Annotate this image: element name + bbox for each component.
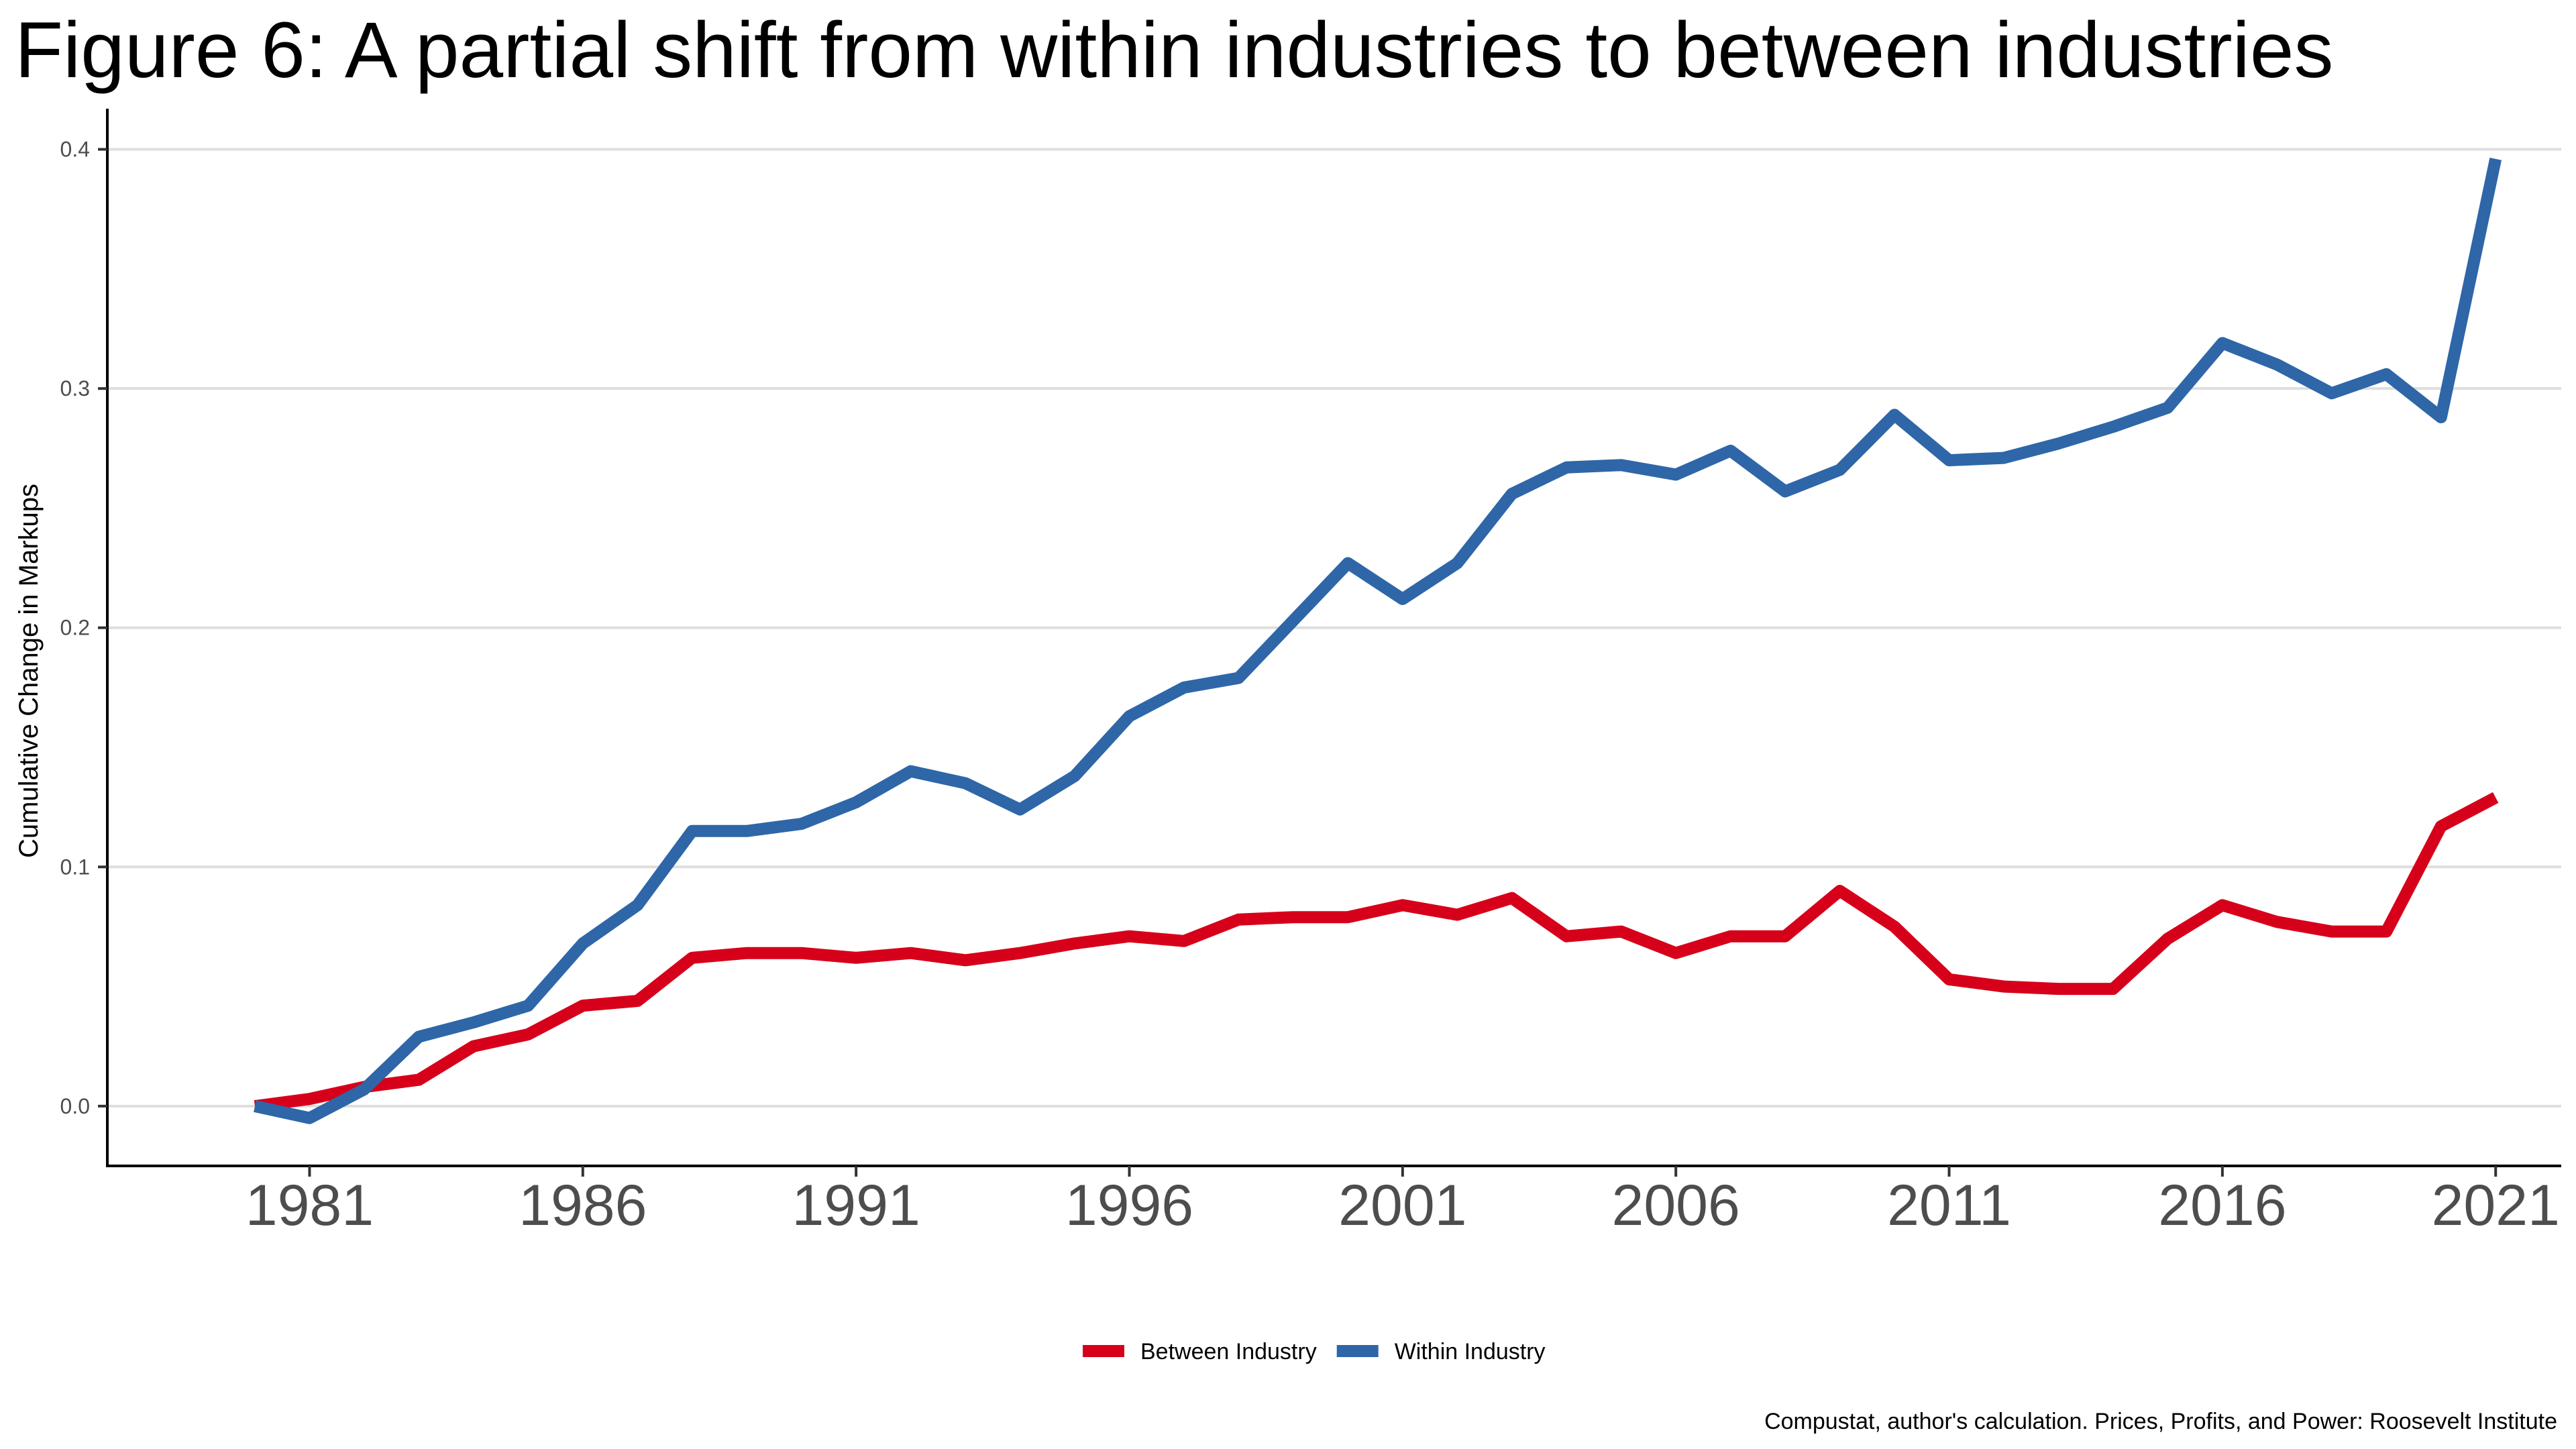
series-line-within-industry (254, 158, 2502, 1124)
x-tick-label: 1981 (246, 1173, 374, 1238)
x-tick-label: 2006 (1612, 1173, 1740, 1238)
legend-label-between-industry: Between Industry (1140, 1339, 1317, 1364)
y-tick-label: 0.0 (60, 1094, 90, 1118)
x-tick-label: 1996 (1065, 1173, 1193, 1238)
source-caption: Compustat, author's calculation. Prices,… (1764, 1409, 2557, 1434)
y-tick-label: 0.1 (60, 855, 90, 879)
x-tick-label: 1986 (519, 1173, 647, 1238)
series-line-between-industry (254, 792, 2499, 1112)
y-tick-label: 0.3 (60, 376, 90, 400)
y-tick-label: 0.4 (60, 138, 90, 162)
gridlines (107, 148, 2561, 1108)
x-axis-ticks: 1981 1986 1991 1996 2001 2006 2011 2016 2021 (246, 1166, 2560, 1238)
y-axis-ticks: 0.0 0.1 0.2 0.3 0.4 (60, 138, 107, 1118)
chart-title: Figure 6: A partial shift from within in… (15, 6, 2334, 95)
plot-series (254, 158, 2502, 1124)
legend: Between Industry Within Industry (1083, 1339, 1546, 1364)
x-tick-label: 2001 (1338, 1173, 1466, 1238)
y-tick-label: 0.2 (60, 616, 90, 640)
legend-label-within-industry: Within Industry (1395, 1339, 1546, 1364)
axes (106, 109, 2561, 1167)
x-tick-label: 2021 (2432, 1173, 2560, 1238)
x-tick-label: 1991 (792, 1173, 920, 1238)
x-tick-label: 2011 (1887, 1173, 2011, 1238)
x-tick-label: 2016 (2158, 1173, 2286, 1238)
y-axis-label: Cumulative Change in Markups (14, 484, 44, 858)
